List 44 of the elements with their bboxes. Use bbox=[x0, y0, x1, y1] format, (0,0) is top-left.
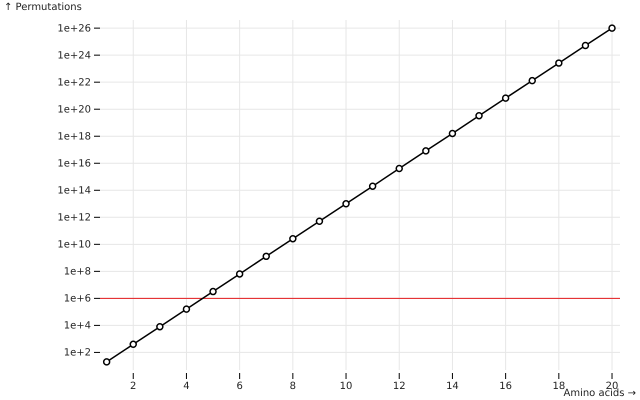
point bbox=[475, 112, 483, 120]
y-tick-label: 1e+10 bbox=[57, 240, 91, 251]
point bbox=[396, 164, 403, 172]
point bbox=[448, 130, 456, 138]
point bbox=[502, 94, 510, 102]
y-tick-label: 1e+20 bbox=[57, 104, 91, 116]
y-axis-title: ↑ Permutations bbox=[4, 2, 82, 13]
y-tick-label: 1e+26 bbox=[57, 23, 91, 34]
point bbox=[528, 76, 536, 84]
point bbox=[130, 340, 137, 348]
y-tick-label: 1e+8 bbox=[64, 266, 91, 278]
point bbox=[608, 24, 616, 32]
point bbox=[289, 234, 297, 242]
point bbox=[262, 252, 270, 260]
x-tick-label: 10 bbox=[340, 381, 352, 392]
y-tick-label: 1e+16 bbox=[57, 158, 91, 170]
x-tick-label: 16 bbox=[499, 381, 512, 392]
y-tick-label: 1e+12 bbox=[57, 212, 91, 224]
y-tick-label: 1e+18 bbox=[57, 131, 91, 142]
x-tick-label: 4 bbox=[183, 381, 190, 392]
point bbox=[582, 42, 590, 50]
x-tick-label: 6 bbox=[236, 381, 243, 392]
x-tick-label: 18 bbox=[552, 381, 566, 392]
y-tick-label: 1e+14 bbox=[57, 185, 91, 196]
y-tick-label: 1e+24 bbox=[57, 50, 91, 62]
point bbox=[209, 288, 217, 296]
x-tick-label: 14 bbox=[446, 381, 459, 392]
point bbox=[368, 182, 376, 190]
y-tick-label: 1e+6 bbox=[64, 294, 91, 305]
point bbox=[182, 305, 190, 313]
y-tick-label: 1e+2 bbox=[64, 348, 91, 359]
point bbox=[156, 322, 164, 330]
y-tick-label: 1e+22 bbox=[57, 77, 91, 88]
y-tick-label: 1e+4 bbox=[64, 320, 91, 332]
point bbox=[342, 200, 350, 208]
x-tick-label: 12 bbox=[392, 381, 406, 392]
point bbox=[422, 147, 430, 155]
point bbox=[555, 59, 563, 67]
x-axis-title: Amino acids → bbox=[563, 388, 636, 399]
point bbox=[236, 270, 244, 278]
point bbox=[316, 218, 324, 225]
point bbox=[102, 358, 110, 366]
x-tick-label: 2 bbox=[130, 381, 136, 392]
x-tick-label: 8 bbox=[290, 381, 296, 392]
